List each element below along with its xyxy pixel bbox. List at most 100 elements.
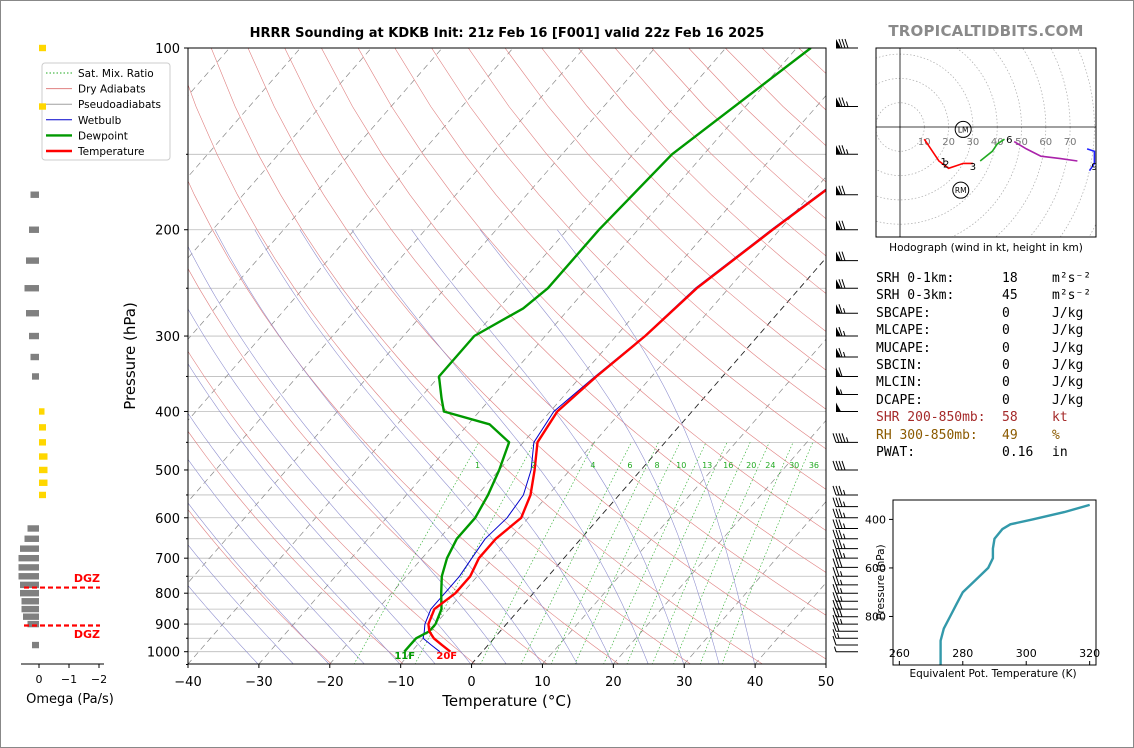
omega-tick-label: −1 — [61, 673, 77, 686]
mixing-ratio-line — [550, 442, 659, 664]
wind-barb — [832, 460, 858, 471]
pseudoadiabat-line — [411, 229, 684, 664]
dewpoint-line — [403, 48, 812, 653]
barb-full — [835, 433, 840, 443]
barb-pennant — [836, 402, 841, 412]
pseudoadiabat-line — [188, 458, 365, 664]
barb-full — [832, 558, 837, 568]
dry-adiabat-line — [188, 268, 548, 664]
isotherm-line — [188, 48, 727, 664]
omega-bar — [24, 285, 39, 292]
dry-adiabat-line — [284, 48, 826, 616]
barb-pennant — [836, 367, 841, 377]
mixing-ratio-line — [520, 442, 632, 664]
barb-full — [832, 567, 837, 577]
skewt-plot-frame — [187, 47, 827, 665]
wind-barb — [832, 549, 858, 559]
barb-full — [838, 38, 843, 49]
hodograph-trace — [979, 138, 1005, 162]
barb-full — [835, 539, 840, 549]
pseudoadiabat-line — [351, 229, 649, 664]
mixing-ratio-line — [721, 442, 814, 664]
hodograph-ring-label: 20 — [942, 137, 955, 148]
index-unit: J/kg — [1052, 340, 1084, 356]
barb-full — [841, 433, 846, 443]
hodograph-height-label: 6 — [1006, 135, 1012, 146]
mixing-ratio-label: 24 — [765, 461, 775, 470]
skewt-background-lines — [188, 48, 826, 664]
index-srh03: SRH 0-3km: 45 m²s⁻² — [876, 287, 1126, 304]
barb-half — [840, 389, 843, 395]
pseudoadiabat-line — [299, 229, 613, 664]
barb-full — [841, 460, 846, 471]
barb-half — [843, 523, 846, 529]
barb-full — [838, 460, 843, 471]
legend-label: Wetbulb — [78, 115, 122, 127]
hodograph-trace — [1086, 148, 1096, 172]
x-tick-label: 30 — [676, 675, 693, 690]
mixing-ratio-label: 2 — [531, 461, 536, 470]
mixing-ratio-line — [353, 442, 480, 664]
omega-bar — [27, 525, 39, 532]
barb-full — [835, 592, 840, 602]
isotherm-line — [400, 176, 826, 664]
dgz-label: DGZ — [74, 572, 100, 585]
x-tick-label: −30 — [245, 675, 272, 690]
index-label: RH 300-850mb: — [876, 427, 978, 443]
wind-barb — [832, 558, 858, 568]
barb-full — [835, 584, 840, 594]
wind-barb — [832, 584, 858, 594]
barb-half — [843, 553, 846, 559]
barb-full — [838, 508, 843, 518]
isotherm-line — [258, 48, 797, 664]
index-unit: J/kg — [1052, 305, 1084, 321]
index-value: 0 — [1002, 323, 1010, 339]
barb-full — [838, 549, 843, 559]
mixing-ratio-label: 36 — [809, 461, 819, 470]
omega-bar — [39, 453, 48, 460]
legend-label: Dewpoint — [78, 130, 128, 142]
wind-barb — [832, 497, 858, 508]
index-mlcin: MLCIN: 0 J/kg — [876, 374, 1126, 391]
wind-barb — [836, 145, 858, 155]
legend-label: Dry Adiabats — [78, 84, 146, 96]
theta-e-line — [939, 503, 1091, 665]
barb-pennant — [836, 304, 841, 314]
barb-full — [835, 508, 840, 518]
mixing-ratio-line — [652, 442, 751, 664]
barb-pennant — [836, 185, 841, 195]
barb-full — [838, 145, 843, 155]
mixing-ratio-line — [699, 442, 794, 664]
index-shear: SHR 200-850mb: 58 kt — [876, 409, 1126, 426]
barb-full — [841, 185, 846, 195]
index-value: 49 — [1002, 427, 1018, 443]
dry-adiabat-line — [188, 430, 404, 664]
x-tick-label: 0 — [467, 675, 475, 690]
omega-bar — [32, 641, 39, 649]
omega-bar — [23, 613, 39, 620]
index-rh: RH 300-850mb: 49% — [876, 427, 1126, 444]
theta-e-x-tick-label: 280 — [952, 647, 973, 660]
omega-bar — [32, 373, 39, 380]
omega-bar — [39, 491, 46, 499]
brand-logo: TROPICALTIDBITS.COM — [888, 22, 1084, 40]
omega-bar — [21, 598, 39, 605]
omega-bar — [39, 479, 48, 486]
dry-adiabat-line — [188, 180, 620, 664]
legend-label: Temperature — [77, 146, 145, 158]
barb-full — [832, 592, 837, 602]
barb-pennant — [836, 327, 841, 337]
legend-box — [41, 62, 171, 161]
index-unit: m²s⁻² — [1052, 271, 1092, 286]
barb-full — [832, 485, 837, 496]
wind-barb — [832, 614, 858, 625]
index-unit: % — [1052, 427, 1060, 443]
barb-pennant — [836, 348, 841, 358]
barb-full — [838, 433, 843, 443]
x-tick-label: 50 — [818, 675, 835, 690]
wind-barb — [832, 485, 858, 496]
barb-half — [840, 579, 843, 586]
pseudoadiabat-line — [188, 308, 472, 664]
hodograph-height-label: 9 — [1091, 162, 1097, 173]
hodograph-panel: 10 20 30 40 50 60 70 12 3 6 9 LM RM Hodograph (wind i… — [875, 47, 1097, 254]
